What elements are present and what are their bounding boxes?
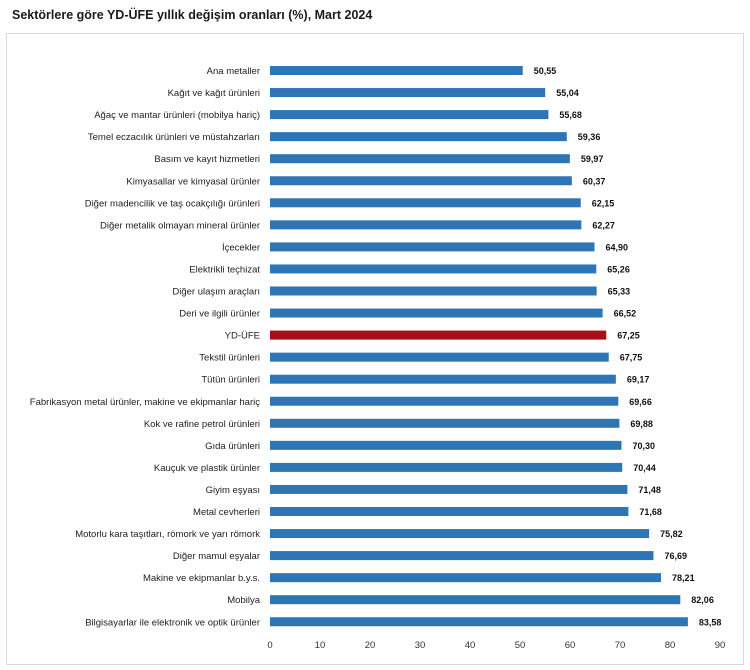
value-label: 55,04 [556,88,579,98]
bar [270,154,570,164]
category-label: Tütün ürünleri [201,375,260,386]
value-label: 62,15 [592,198,615,208]
category-label: Kimyasallar ve kimyasal ürünler [126,176,260,187]
value-label: 50,55 [534,66,557,76]
value-label: 83,58 [699,617,722,627]
x-tick-label: 50 [515,640,526,651]
category-label: YD-ÜFE [225,331,260,342]
category-label: Giyim eşyası [206,485,260,496]
x-tick-label: 0 [267,640,272,651]
bar [270,242,595,252]
highlight-bar [270,330,607,340]
bar [270,352,609,362]
value-label: 78,21 [672,573,695,583]
category-label: Basım ve kayıt hizmetleri [154,154,260,165]
chart-title: Sektörlere göre YD-ÜFE yıllık değişim or… [12,8,373,22]
bar [270,286,597,296]
x-tick-label: 10 [315,640,326,651]
category-label: Gıda ürünleri [205,441,260,452]
value-label: 66,52 [614,309,637,319]
bar [270,507,629,516]
value-label: 60,37 [583,176,606,186]
bar [270,573,662,583]
category-label: Makine ve ekipmanlar b.y.s. [143,573,260,584]
x-tick-label: 80 [665,640,676,651]
category-label: Metal cevherleri [193,507,260,518]
category-label: Ağaç ve mantar ürünleri (mobilya hariç) [94,110,260,121]
bar [270,617,688,627]
value-label: 71,48 [638,485,661,495]
category-label: Ana metaller [207,66,260,77]
category-label: Mobilya [227,595,260,606]
category-label: Elektrikli teçhizat [189,264,260,275]
category-label: Kauçuk ve plastik ürünler [154,463,260,474]
category-label: Temel eczacılık ürünleri ve müstahzarlar… [88,132,260,143]
value-label: 65,33 [608,287,631,297]
category-label: Tekstil ürünleri [199,353,260,364]
bar [270,220,582,230]
category-label: İçecekler [222,242,260,253]
bar [270,308,603,318]
value-label: 55,68 [559,110,582,120]
x-tick-label: 70 [615,640,626,651]
category-label: Motorlu kara taşıtları, römork ve yarı r… [75,529,260,540]
bar [270,440,622,450]
bar [270,374,616,384]
bar [270,132,567,142]
bar [270,110,549,120]
value-label: 70,30 [633,441,656,451]
category-label: Bilgisayarlar ile elektronik ve optik ür… [85,617,260,628]
value-label: 82,06 [691,595,714,605]
bar [270,529,650,539]
bar [270,264,597,274]
category-label: Diğer metalik olmayan mineral ürünler [100,220,260,231]
bar [270,551,654,561]
x-tick-label: 60 [565,640,576,651]
bar [270,396,619,406]
category-label: Diğer mamul eşyalar [173,551,260,562]
value-label: 69,17 [627,375,650,385]
bar [270,462,623,472]
value-label: 71,68 [639,507,662,517]
value-label: 67,75 [620,353,643,363]
chart-panel: 0 10 20 30 40 50 60 70 80 90 Ana metaller 50,55 Kağı… [6,33,744,665]
value-label: 62,27 [592,220,615,230]
x-tick-label: 40 [465,640,476,651]
category-label: Fabrikasyon metal ürünler, makine ve eki… [30,397,260,408]
category-label: Diğer ulaşım araçları [172,287,260,298]
x-tick-label: 20 [365,640,376,651]
value-label: 76,69 [664,551,687,561]
value-label: 64,90 [606,242,629,252]
value-label: 70,44 [633,463,656,473]
bar [270,198,581,208]
value-label: 75,82 [660,529,683,539]
value-label: 59,97 [581,154,604,164]
bar [270,484,628,494]
category-label: Kok ve rafine petrol ürünleri [144,419,260,430]
category-label: Diğer madencilik ve taş ocakçılığı ürünl… [85,198,260,209]
value-label: 69,88 [630,419,653,429]
bar-chart: 0 10 20 30 40 50 60 70 80 90 Ana metaller 50,55 Kağı… [30,66,726,651]
x-tick-label: 90 [715,640,726,651]
bar [270,418,620,428]
bar [270,595,681,605]
value-label: 65,26 [607,264,630,274]
bar [270,66,523,75]
x-tick-label: 30 [415,640,426,651]
bar [270,176,572,186]
category-label: Deri ve ilgili ürünler [179,309,260,320]
value-label: 69,66 [629,397,652,407]
bar [270,88,546,98]
value-label: 67,25 [617,331,640,341]
category-label: Kağıt ve kağıt ürünleri [168,88,260,99]
value-label: 59,36 [578,132,601,142]
